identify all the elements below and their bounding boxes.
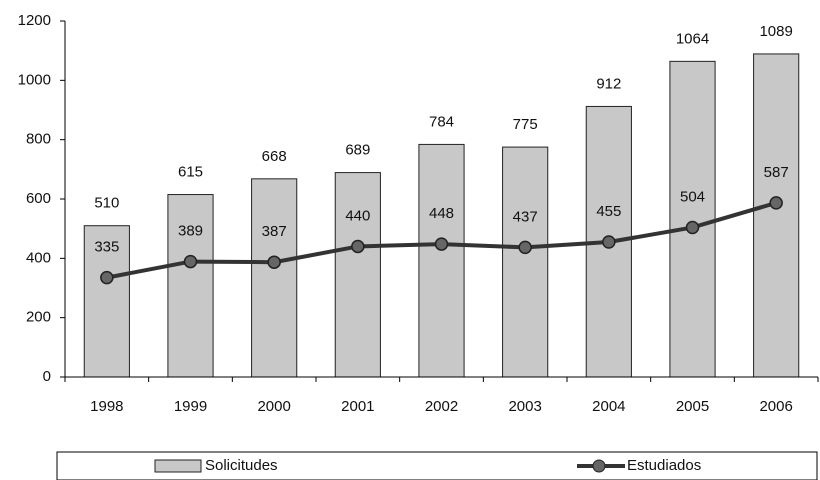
y-tick-label: 400 bbox=[26, 249, 51, 266]
bar bbox=[753, 53, 800, 378]
line-marker bbox=[769, 196, 783, 210]
bar-value-label: 1089 bbox=[759, 23, 792, 40]
y-tick-label: 0 bbox=[43, 368, 51, 385]
bar-value-label: 510 bbox=[94, 195, 119, 212]
y-tick-label: 200 bbox=[26, 309, 51, 326]
bar-value-label: 615 bbox=[178, 164, 203, 181]
bar-value-label: 1064 bbox=[676, 30, 709, 47]
y-tick-label: 1200 bbox=[18, 12, 51, 29]
x-tick-label: 2006 bbox=[759, 398, 792, 415]
x-tick-label: 2003 bbox=[508, 398, 541, 415]
line-value-label: 437 bbox=[513, 208, 538, 225]
bar bbox=[167, 194, 214, 378]
line-value-label: 440 bbox=[345, 207, 370, 224]
x-tick-label: 2001 bbox=[341, 398, 374, 415]
line-marker bbox=[183, 254, 198, 269]
bar-value-label: 689 bbox=[345, 142, 370, 159]
bar bbox=[83, 225, 130, 378]
line-marker bbox=[434, 237, 449, 251]
bar-value-label: 775 bbox=[513, 116, 538, 133]
bar-value-label: 912 bbox=[596, 75, 621, 92]
line-value-label: 587 bbox=[764, 164, 789, 181]
y-tick-label: 1000 bbox=[18, 71, 51, 88]
line-value-label: 389 bbox=[178, 223, 203, 240]
x-tick-label: 2004 bbox=[592, 398, 625, 415]
line-value-label: 387 bbox=[262, 223, 287, 240]
line-marker bbox=[100, 270, 114, 285]
line-value-label: 455 bbox=[596, 203, 621, 220]
legend-label: Estudiados bbox=[627, 457, 701, 474]
x-tick-label: 2005 bbox=[676, 398, 709, 415]
bar bbox=[502, 146, 549, 378]
x-tick-label: 1998 bbox=[90, 398, 123, 415]
line-value-label: 335 bbox=[94, 239, 119, 256]
bar-value-label: 668 bbox=[262, 148, 287, 165]
bar bbox=[669, 60, 716, 378]
line-marker bbox=[267, 255, 281, 269]
legend-swatch bbox=[154, 459, 202, 473]
line-value-label: 448 bbox=[429, 205, 454, 222]
line-marker bbox=[602, 235, 616, 249]
x-tick-label: 2002 bbox=[425, 398, 458, 415]
x-tick-label: 2000 bbox=[257, 398, 290, 415]
bar-value-label: 784 bbox=[429, 113, 454, 130]
line-marker bbox=[351, 239, 365, 254]
bar bbox=[418, 143, 465, 378]
y-tick-label: 800 bbox=[26, 131, 51, 148]
line-value-label: 504 bbox=[680, 188, 705, 205]
x-tick-label: 1999 bbox=[174, 398, 207, 415]
y-tick-label: 600 bbox=[26, 190, 51, 207]
legend-marker bbox=[592, 459, 606, 473]
line-marker bbox=[518, 240, 532, 255]
bar bbox=[251, 178, 298, 378]
legend-label: Solicitudes bbox=[205, 457, 278, 474]
bar bbox=[334, 172, 381, 378]
line-marker bbox=[685, 220, 700, 235]
